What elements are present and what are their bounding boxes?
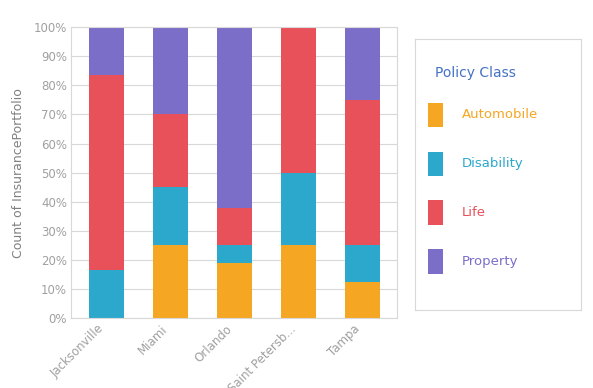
Bar [216, 27, 252, 208]
Text: Policy Class: Policy Class [435, 66, 516, 80]
Text: Automobile: Automobile [461, 108, 538, 121]
Text: Life: Life [461, 206, 486, 219]
Bar [216, 246, 252, 263]
Bar [153, 114, 188, 187]
Bar [216, 263, 252, 318]
Bar [345, 100, 380, 246]
Bar [345, 282, 380, 318]
Text: Disability: Disability [461, 157, 524, 170]
Bar [89, 270, 124, 318]
FancyBboxPatch shape [428, 249, 444, 274]
FancyBboxPatch shape [428, 152, 444, 176]
Bar [345, 246, 380, 282]
Bar [345, 27, 380, 100]
Bar [216, 208, 252, 246]
FancyBboxPatch shape [428, 103, 444, 127]
Text: Property: Property [461, 255, 518, 268]
Bar [153, 187, 188, 246]
Bar [89, 75, 124, 270]
Bar [280, 27, 316, 173]
Bar [153, 27, 188, 114]
Bar [280, 246, 316, 318]
Y-axis label: Count of InsurancePortfolio: Count of InsurancePortfolio [12, 88, 25, 258]
FancyBboxPatch shape [428, 200, 444, 225]
Bar [280, 173, 316, 246]
Bar [89, 27, 124, 75]
Bar [153, 246, 188, 318]
